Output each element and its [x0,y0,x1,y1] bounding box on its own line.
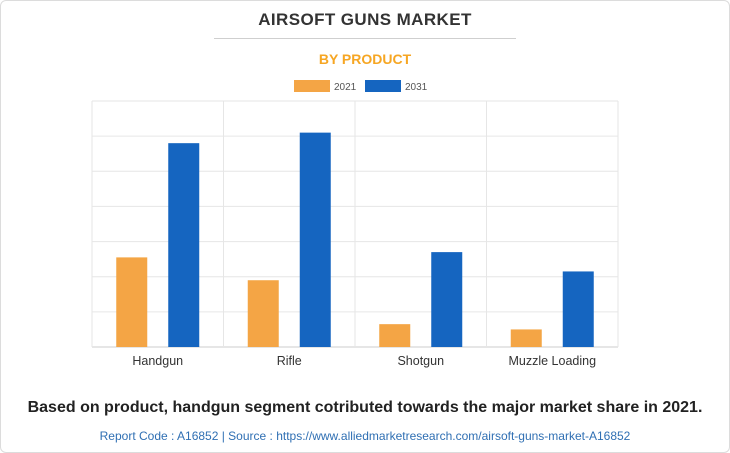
legend-swatch-2031 [365,80,401,92]
bar-2031-muzzle-loading [563,271,594,347]
bar-2031-shotgun [431,252,462,347]
legend: 2021 2031 [294,80,428,93]
x-tick-label: Rifle [277,354,302,368]
source-line: Report Code : A16852 | Source : https://… [0,429,730,443]
bar-2021-shotgun [379,324,410,347]
bar-2021-muzzle-loading [511,329,542,347]
bar-2021-handgun [116,257,147,347]
chart-caption: Based on product, handgun segment cotrib… [0,399,730,417]
x-tick-label: Shotgun [397,354,444,368]
bar-chart: 2021 2031 Handgun Rifle Shotgun Muzzle Loadi… [0,0,730,400]
bar-2031-rifle [300,133,331,347]
x-axis-ticks: Handgun Rifle Shotgun Muzzle Loading [132,354,596,368]
legend-swatch-2021 [294,80,330,92]
bar-2021-rifle [248,280,279,347]
x-tick-label: Muzzle Loading [508,354,596,368]
legend-label-2021: 2021 [334,82,357,93]
legend-label-2031: 2031 [405,82,428,93]
bar-2031-handgun [168,143,199,347]
x-tick-label: Handgun [132,354,183,368]
